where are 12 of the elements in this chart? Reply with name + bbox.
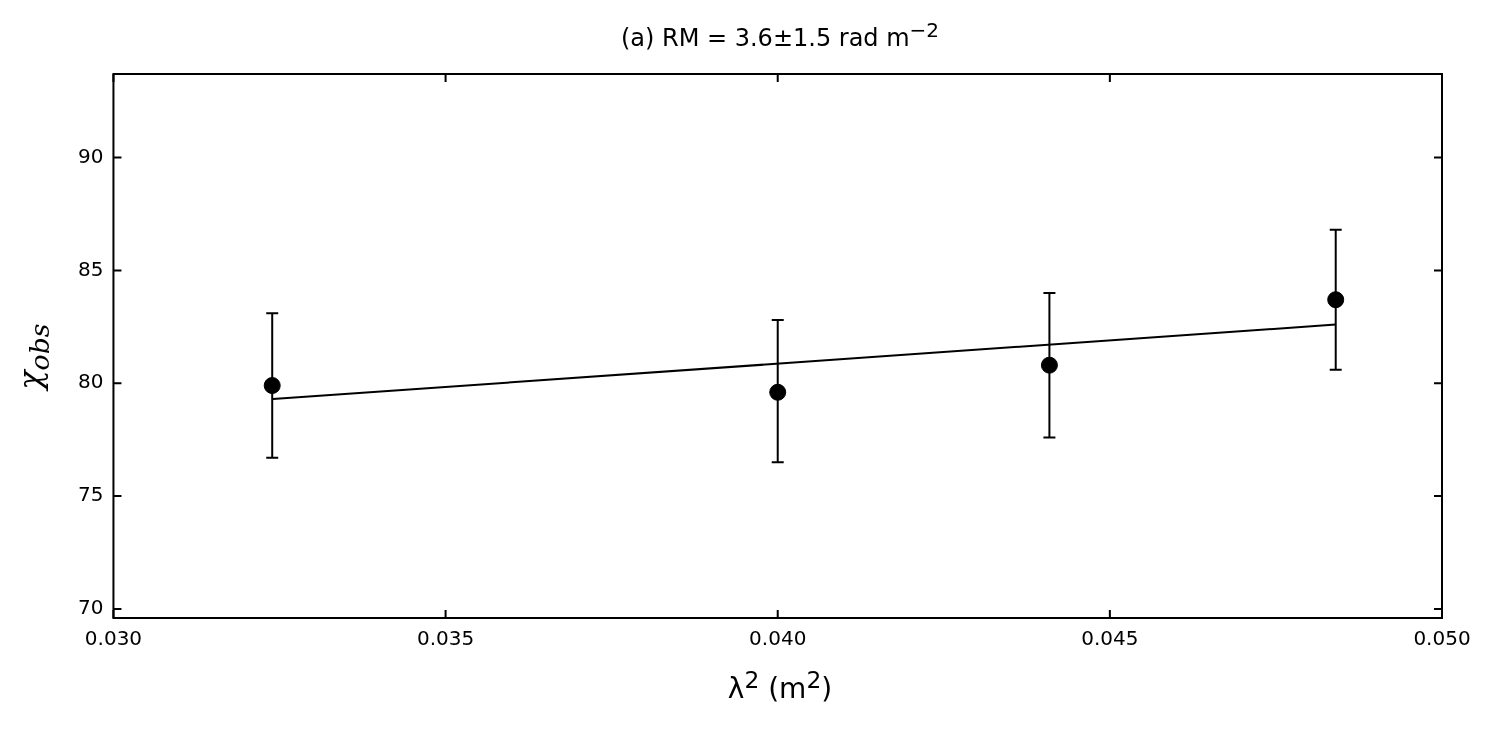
y-tick-label: 90 bbox=[78, 143, 104, 168]
y-tick-label: 80 bbox=[78, 369, 104, 394]
x-tick-label: 0.040 bbox=[749, 626, 807, 651]
x-axis-title: λ$^{2}$ (m$^{2}$) bbox=[726, 666, 834, 706]
x-tick-label: 0.035 bbox=[416, 626, 475, 651]
y-tick-label: 85 bbox=[78, 256, 104, 281]
y-tick-label: 75 bbox=[78, 482, 104, 507]
x-tick-label: 0.045 bbox=[1081, 626, 1139, 651]
x-tick-label: 0.030 bbox=[84, 626, 143, 651]
chart-title: (a) RM = 3.6±1.5 rad m$^{−2}$ bbox=[619, 17, 941, 52]
x-tick-label: 0.050 bbox=[1413, 626, 1471, 651]
y-tick-label: 70 bbox=[78, 595, 104, 620]
